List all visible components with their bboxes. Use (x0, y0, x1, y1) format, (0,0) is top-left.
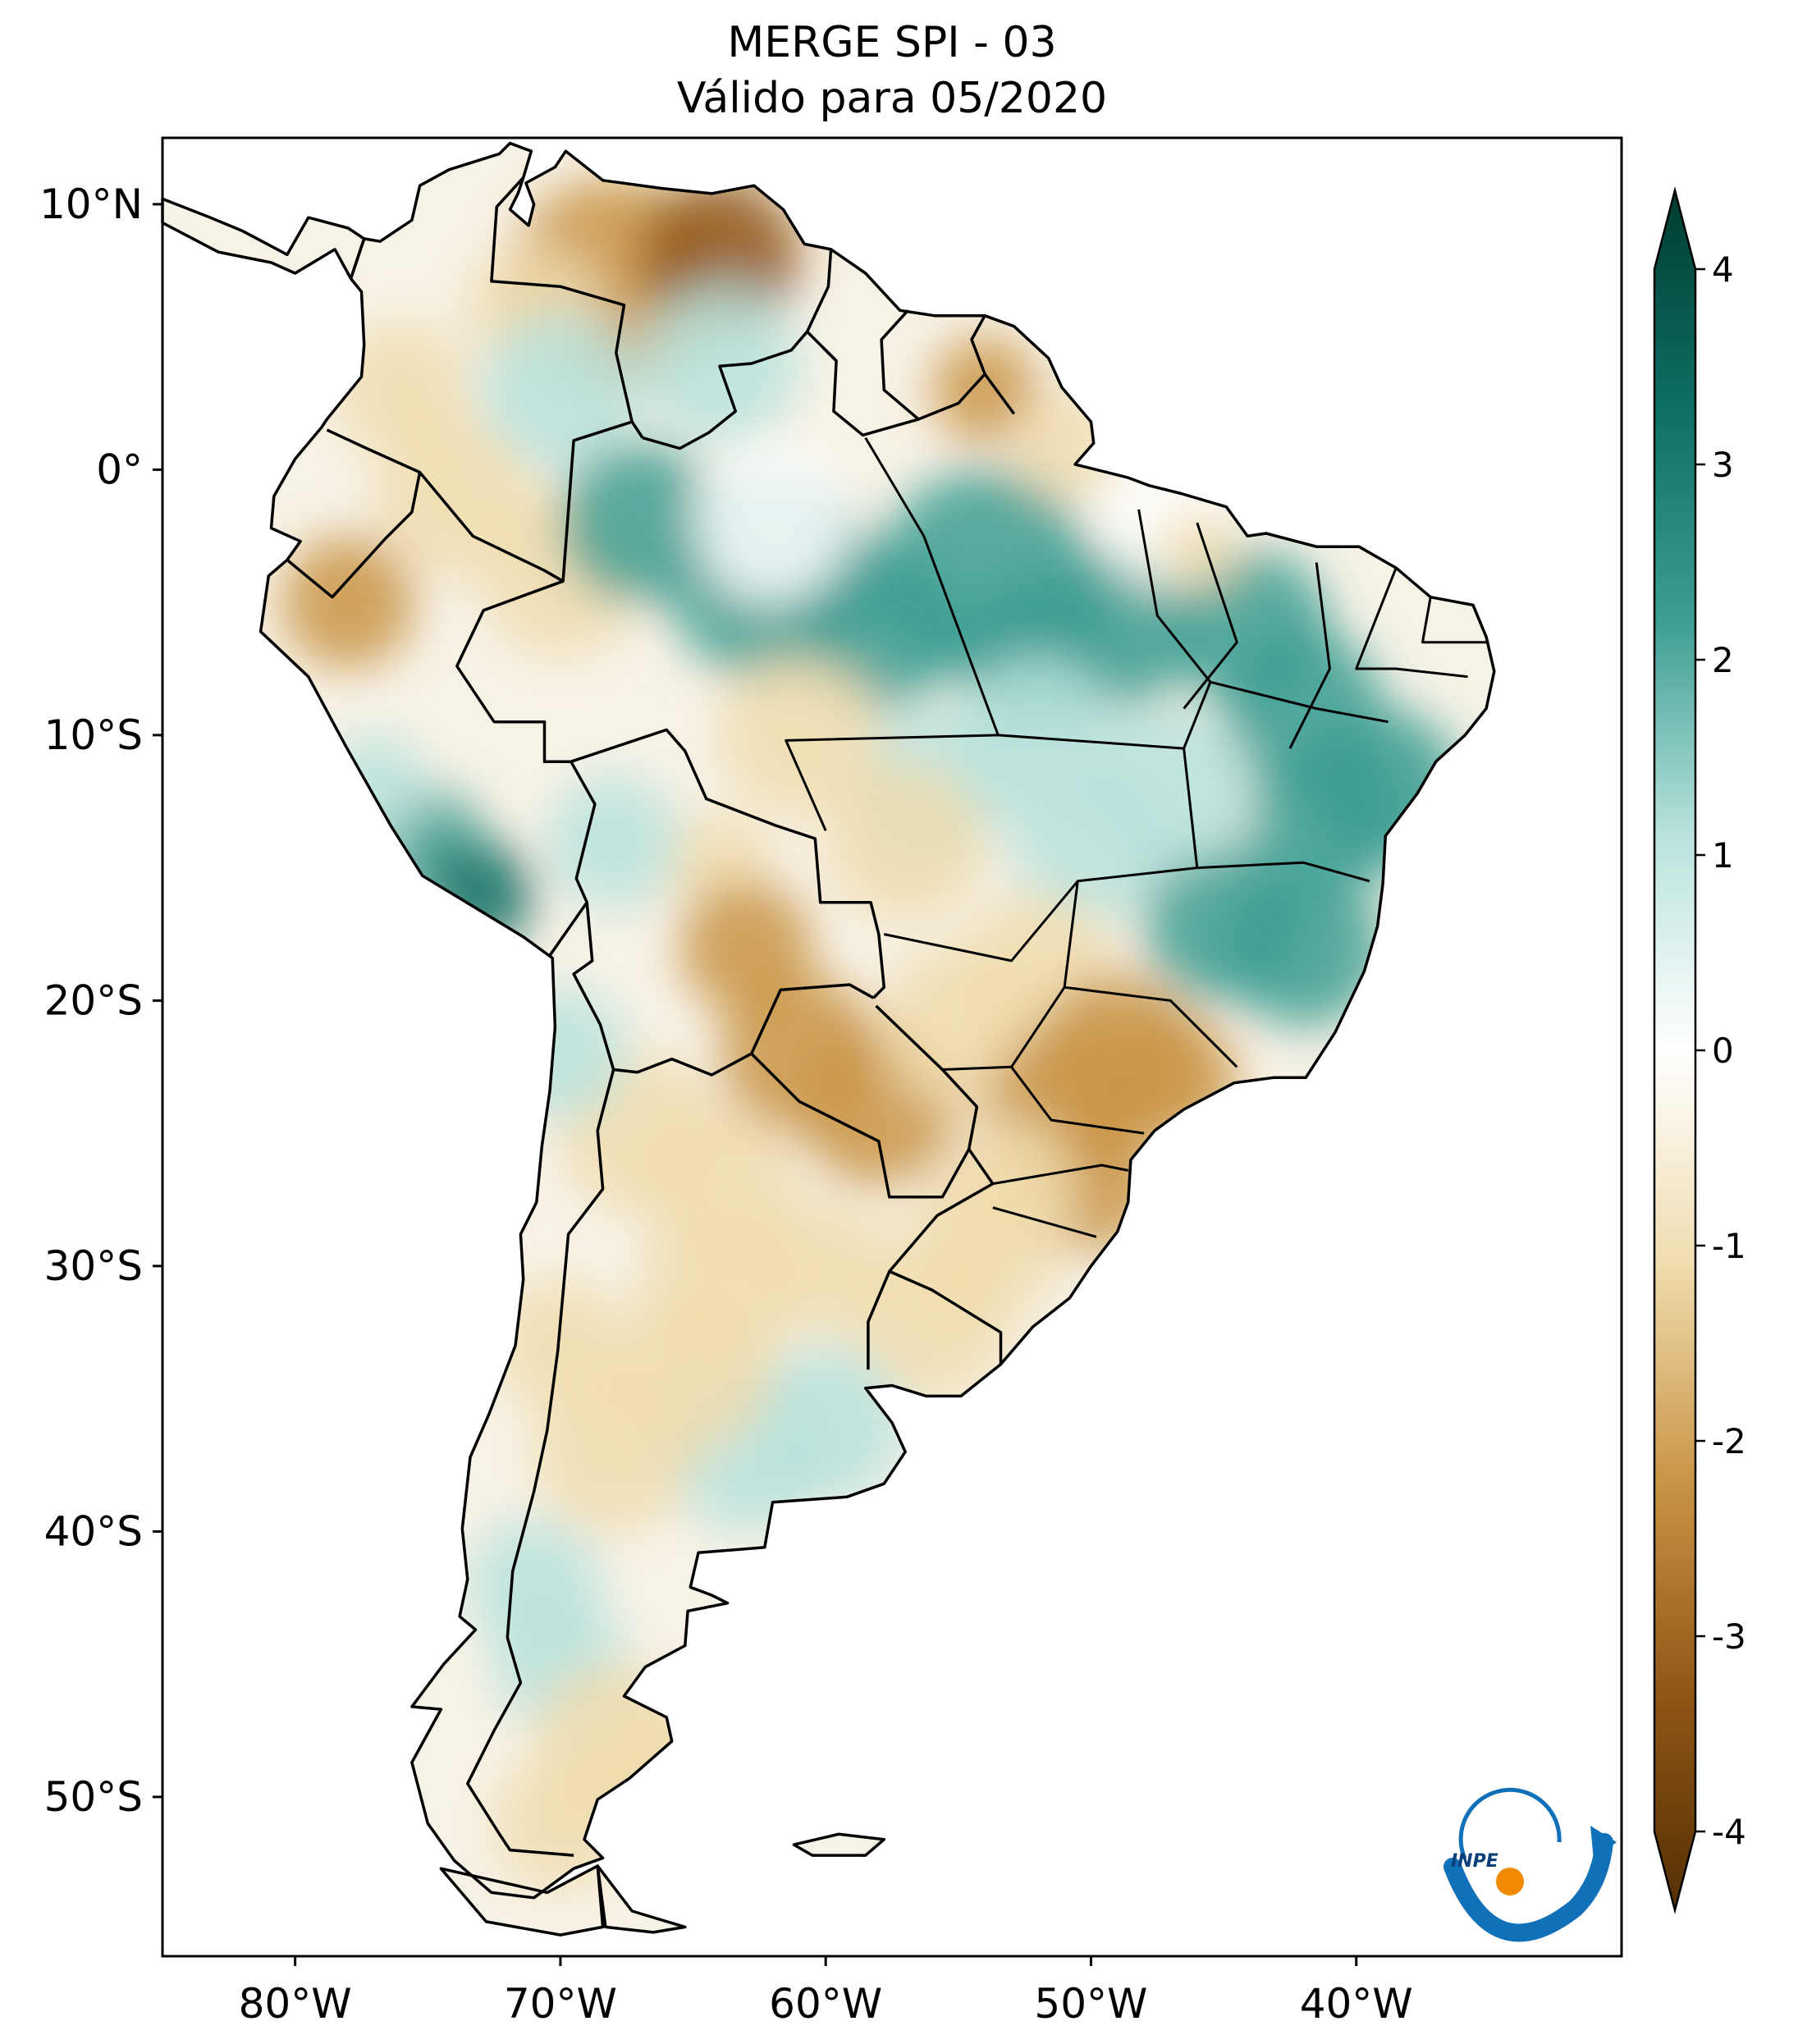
state-border (1183, 522, 1238, 710)
spi-anomaly-cell (639, 284, 799, 443)
state-border (1064, 985, 1238, 1068)
spi-anomaly-cell (1224, 867, 1384, 1027)
country-border (821, 346, 838, 362)
lat-tick-label: 30°S (44, 1242, 143, 1290)
lon-tick-label: 50°W (1034, 1980, 1147, 2028)
country-border (880, 309, 986, 421)
state-border (785, 734, 999, 831)
spi-anomaly-cell (746, 1346, 906, 1505)
lat-tick-label: 10°N (39, 181, 143, 228)
state-border (942, 1065, 1012, 1071)
lon-tick-label: 40°W (1300, 1980, 1413, 2028)
spi-anomaly-cell (494, 1757, 627, 1890)
lat-tick-label: 10°S (44, 711, 143, 759)
colorbar-tick-label: 1 (1712, 835, 1734, 876)
country-border (750, 1004, 979, 1199)
state-border (1288, 562, 1331, 749)
colorbar-tick-label: 3 (1712, 445, 1734, 485)
colorbar-tick-label: -1 (1712, 1226, 1746, 1266)
lat-tick-label: 40°S (44, 1507, 143, 1555)
spi-anomaly-cell (494, 1279, 627, 1412)
spi-anomaly-cell (1157, 509, 1238, 589)
lon-tick-label: 80°W (239, 1980, 352, 2028)
colorbar-tick-label: 0 (1712, 1031, 1734, 1071)
lon-tick-label: 60°W (769, 1980, 882, 2028)
coastline (161, 197, 366, 281)
spi-anomaly-cell (852, 1239, 1012, 1399)
country-border (572, 902, 875, 1077)
state-border (992, 1206, 1097, 1238)
colorbar: 4 3 2 1 0 -1 -2 -3 -4 (1653, 186, 1746, 1914)
state-border (1421, 597, 1489, 644)
coastline (596, 1864, 687, 1934)
spi-anomaly-cell (533, 1372, 693, 1532)
spi-anomaly-cell (1091, 708, 1251, 868)
country-borders (161, 141, 1496, 1937)
spi-anomaly-cell (931, 336, 1038, 443)
country-border (490, 176, 644, 439)
spi-anomaly-cell (719, 655, 879, 815)
coastline (792, 1832, 886, 1857)
spi-anomaly-cell (826, 761, 986, 921)
country-border (642, 331, 808, 450)
lon-axis: 80°W 70°W 60°W 50°W 40°W (239, 1956, 1413, 2028)
spi-anomaly-cell (693, 443, 853, 603)
logo-text: INPE (1451, 1851, 1498, 1872)
lat-tick-label: 50°S (44, 1773, 143, 1821)
state-border (992, 1164, 1128, 1186)
colorbar-body (1653, 186, 1697, 1914)
spi-anomaly-cell (759, 1200, 892, 1333)
lon-tick-label: 70°W (504, 1980, 617, 2028)
map-title-line2: Válido para 05/2020 (676, 74, 1108, 123)
logo-sun (1496, 1868, 1524, 1895)
colorbar-tick-label: 2 (1712, 640, 1734, 680)
lat-tick-label: 20°S (44, 976, 143, 1024)
map-frame (161, 136, 1623, 1958)
country-border (455, 579, 597, 957)
state-border (1196, 861, 1370, 883)
spi-anomaly-cell (281, 536, 415, 669)
spi-anomaly-cell (1250, 734, 1410, 894)
colorbar-tick-label: -4 (1712, 1812, 1746, 1852)
country-border (983, 373, 1016, 415)
country-border (286, 472, 422, 599)
inpe-logo: INPE (1443, 1787, 1617, 1942)
country-border (806, 249, 833, 332)
spi-anomaly-cell (719, 974, 879, 1134)
country-border (570, 728, 886, 999)
colorbar-tick-label: 4 (1712, 249, 1734, 290)
state-border (1355, 567, 1468, 679)
lat-axis: 10°N 0° 10°S 20°S 30°S 40°S 50°S (39, 181, 162, 1821)
map-title-line1: MERGE SPI - 03 (727, 18, 1057, 67)
colorbar-tick-label: -3 (1712, 1616, 1746, 1657)
colorbar-tick-label: -2 (1712, 1421, 1746, 1461)
spi-anomaly-cell (547, 775, 680, 908)
country-border (326, 420, 633, 583)
coastline (439, 1864, 605, 1937)
state-border (1210, 680, 1389, 724)
spi-anomaly-cell (480, 310, 640, 470)
country-border (867, 1270, 891, 1370)
country-border (466, 1069, 615, 1857)
lat-tick-label: 0° (96, 446, 143, 493)
